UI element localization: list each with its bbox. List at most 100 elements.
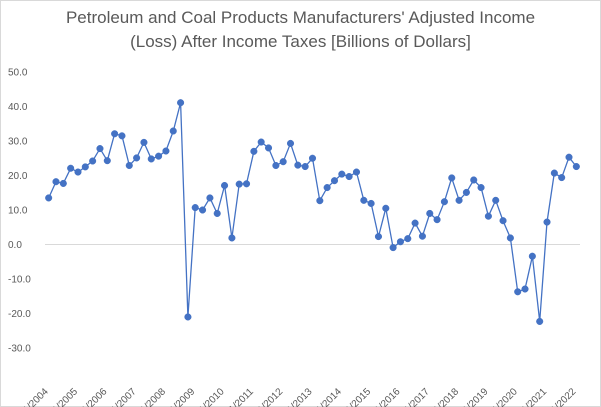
data-point xyxy=(279,158,287,166)
data-point xyxy=(514,288,522,296)
x-tick-label: 1/1/2018 xyxy=(426,386,462,407)
data-point xyxy=(528,252,536,260)
y-tick-label: 50.0 xyxy=(8,68,28,79)
data-point xyxy=(565,153,573,161)
data-point xyxy=(389,244,397,252)
x-tick-label: 1/1/2013 xyxy=(279,386,315,407)
data-point xyxy=(111,130,119,138)
data-point xyxy=(433,216,441,224)
data-point xyxy=(330,177,339,185)
data-point xyxy=(242,180,251,188)
data-point xyxy=(492,196,500,204)
y-tick-label: 0.0 xyxy=(8,240,22,251)
data-point xyxy=(140,138,148,146)
data-point xyxy=(543,218,551,226)
data-point xyxy=(382,204,390,212)
data-point xyxy=(257,138,265,146)
x-tick-label: 1/1/2005 xyxy=(45,386,81,407)
data-point xyxy=(316,197,324,205)
chart-title-line-2: (Loss) After Income Taxes [Billions of D… xyxy=(130,32,471,51)
x-tick-label: 1/1/2004 xyxy=(15,386,51,407)
x-tick-label: 1/1/2007 xyxy=(103,386,139,407)
x-tick-label: 1/1/2017 xyxy=(397,386,433,407)
x-tick-label: 1/1/2015 xyxy=(338,386,374,407)
data-point xyxy=(272,161,280,170)
chart-title-line-1: Petroleum and Coal Products Manufacturer… xyxy=(65,8,536,27)
data-point xyxy=(448,174,456,182)
data-point xyxy=(133,154,141,162)
x-tick-label: 1/1/2006 xyxy=(74,386,110,407)
data-point xyxy=(118,132,126,140)
x-tick-label: 1/1/2016 xyxy=(367,386,403,407)
data-point xyxy=(404,235,412,243)
x-tick-label: 1/1/2014 xyxy=(309,386,345,407)
data-point xyxy=(221,181,229,190)
data-point xyxy=(360,196,368,204)
data-point xyxy=(396,238,404,246)
data-point xyxy=(455,196,463,204)
data-point xyxy=(345,172,353,181)
data-point xyxy=(338,170,346,178)
data-point xyxy=(418,232,426,240)
x-tick-label: 1/1/2020 xyxy=(485,386,521,407)
data-point xyxy=(52,178,60,186)
data-point xyxy=(67,164,75,172)
data-point xyxy=(499,217,507,225)
data-point xyxy=(96,145,104,153)
data-point xyxy=(184,313,192,321)
data-point xyxy=(250,147,258,155)
data-point xyxy=(169,127,177,135)
y-tick-label: 20.0 xyxy=(8,171,28,182)
x-tick-label: 1/1/2012 xyxy=(250,386,286,407)
y-tick-label: -10.0 xyxy=(8,275,31,286)
data-point xyxy=(228,234,236,242)
data-point xyxy=(89,157,97,165)
data-point xyxy=(81,163,89,171)
data-point xyxy=(550,169,558,177)
data-point xyxy=(59,179,67,187)
data-point xyxy=(294,161,302,169)
data-point xyxy=(308,154,317,162)
data-point xyxy=(477,184,485,192)
data-point xyxy=(484,212,492,220)
data-point xyxy=(323,184,331,192)
x-tick-label: 1/1/2011 xyxy=(221,386,256,407)
data-point xyxy=(177,99,185,107)
data-point xyxy=(536,317,544,325)
data-point xyxy=(558,174,566,182)
data-point xyxy=(286,139,295,147)
data-point xyxy=(426,209,434,217)
data-point xyxy=(74,168,82,176)
data-point xyxy=(213,209,221,217)
x-tick-label: 1/1/2019 xyxy=(455,386,491,407)
data-point xyxy=(352,168,361,176)
data-point xyxy=(125,161,133,170)
data-point xyxy=(301,162,309,171)
x-tick-label: 1/1/2022 xyxy=(543,386,579,407)
y-tick-label: -20.0 xyxy=(8,309,31,320)
data-point xyxy=(440,198,448,206)
data-point xyxy=(147,155,155,163)
y-tick-label: 10.0 xyxy=(8,206,28,217)
data-point xyxy=(506,234,514,242)
x-tick-label: 1/1/2010 xyxy=(191,386,227,407)
data-point xyxy=(191,204,199,212)
data-point xyxy=(235,180,243,188)
y-tick-label: -30.0 xyxy=(8,344,31,355)
data-point xyxy=(103,157,111,165)
series-line xyxy=(48,102,577,322)
x-tick-label: 1/1/2008 xyxy=(133,386,169,407)
data-point xyxy=(521,285,529,293)
data-point xyxy=(155,152,163,160)
y-tick-label: 40.0 xyxy=(8,102,28,113)
data-point xyxy=(374,233,383,241)
data-point xyxy=(462,188,470,196)
data-point xyxy=(367,199,375,207)
data-point xyxy=(470,176,478,184)
data-point xyxy=(162,147,170,155)
data-point xyxy=(264,144,273,152)
y-tick-label: 30.0 xyxy=(8,137,28,148)
x-tick-label: 1/1/2021 xyxy=(514,386,550,407)
